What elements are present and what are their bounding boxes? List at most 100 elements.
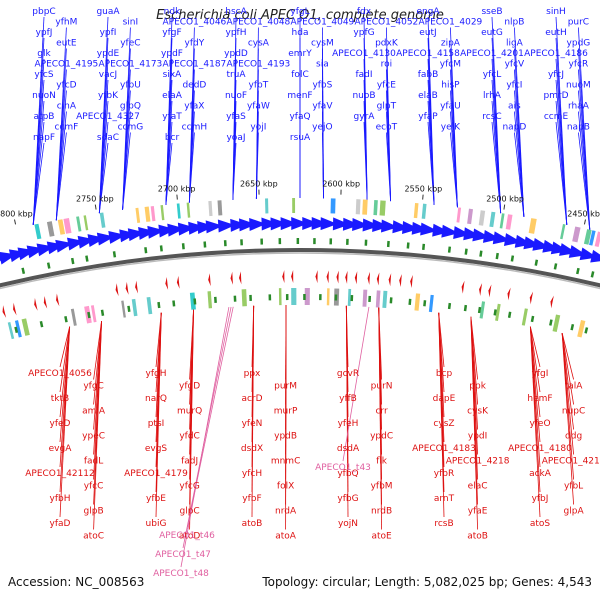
ruler-label: 2700 kbp: [158, 185, 196, 194]
rna-tick-reverse: [463, 304, 468, 312]
reverse-gene-label: glpB: [84, 507, 104, 517]
cog-block-forward: [99, 212, 106, 228]
forward-gene-arrow: [311, 217, 329, 231]
reverse-gene-label: yfbM: [371, 482, 393, 492]
rna-tick-reverse: [193, 298, 197, 305]
rna-tick-forward: [159, 245, 163, 252]
forward-gene-label: engA: [416, 7, 440, 17]
reverse-gene-label: cysK: [467, 407, 489, 417]
forward-gene-label: napB: [567, 123, 590, 133]
forward-gene-arrow: [411, 221, 430, 235]
forward-gene-label: yfcS: [34, 70, 53, 80]
forward-gene-arrow: [205, 220, 224, 234]
cog-block-forward: [135, 207, 141, 224]
cog-block-forward: [330, 198, 336, 214]
cog-block-reverse: [70, 308, 77, 326]
forward-gene-label: yfgF: [162, 28, 181, 38]
rna-tick-forward: [576, 267, 580, 275]
forward-gene-arrow: [270, 217, 288, 231]
forward-gene-label: ecoT: [376, 123, 398, 133]
reverse-gene-arrow: [239, 271, 242, 285]
reverse-gene-arrow: [13, 302, 17, 316]
reverse-gene-label: nrdA: [275, 507, 297, 517]
forward-gene-label: yfbU: [120, 81, 141, 91]
cog-block-forward: [583, 229, 592, 245]
cog-block-forward: [560, 224, 566, 240]
reverse-gene-label: yfcG: [179, 482, 199, 492]
rna-tick-forward: [46, 262, 51, 269]
forward-gene-label: ypfG: [353, 28, 374, 38]
cog-block-reverse: [414, 293, 421, 311]
rna-tick-reverse: [14, 326, 19, 334]
forward-gene-label: sinI: [123, 18, 139, 28]
forward-gene-label: purC: [568, 18, 589, 28]
reverse-gene-label: atoB: [242, 519, 263, 529]
forward-gene-label: pmrD: [543, 91, 568, 101]
forward-gene-label: APECO1_4201: [460, 49, 524, 59]
forward-gene-leader-line: [578, 132, 591, 230]
reverse-gene-label: fadL: [84, 457, 103, 467]
reverse-gene-label: evgS: [145, 444, 168, 454]
reverse-gene-label: hemF: [527, 394, 552, 404]
forward-gene-leader-line: [55, 132, 67, 221]
reverse-gene-label: yfeH: [338, 419, 359, 429]
cog-block-reverse: [121, 300, 126, 318]
cog-block-reverse: [326, 288, 330, 306]
forward-gene-label: APECO1_4195: [35, 60, 99, 70]
forward-gene-arrow: [342, 217, 361, 231]
forward-gene-label: glk: [37, 49, 51, 59]
reverse-gene-label: yfeO: [529, 419, 550, 429]
reverse-gene-label: ypeC: [82, 432, 105, 442]
reverse-gene-arrow: [230, 271, 233, 285]
forward-gene-label: nlpB: [504, 18, 524, 28]
reverse-gene-label: yfbF: [242, 494, 261, 504]
forward-gene-arrow: [441, 224, 459, 238]
cog-block-forward: [186, 202, 191, 218]
reverse-gene-label: flk: [376, 457, 388, 467]
forward-gene-label: ypdE: [97, 49, 120, 59]
cog-block-forward: [594, 231, 600, 248]
forward-gene-label: vacJ: [99, 70, 117, 80]
reverse-gene-leader-line: [155, 312, 162, 518]
rna-tick-reverse: [127, 305, 131, 312]
forward-gene-label: yfcR: [569, 60, 589, 70]
reverse-gene-label: purM: [274, 382, 297, 392]
reverse-gene-arrow: [326, 270, 329, 284]
ruler-label: 2750 kbp: [76, 195, 114, 204]
rna-gene-label: APECO1_t46: [159, 531, 215, 541]
forward-gene-label: elaA: [162, 91, 183, 101]
ruler-tick: [14, 219, 17, 225]
forward-gene-label: yfaX: [184, 102, 204, 112]
reverse-gene-leader-line: [529, 326, 541, 368]
reverse-gene-arrow: [43, 295, 48, 309]
reverse-gene-label: amiA: [82, 407, 106, 417]
reverse-gene-label: dsdX: [241, 444, 263, 454]
reverse-gene-arrow: [208, 273, 211, 287]
rna-tick-forward: [21, 267, 26, 275]
reverse-gene-label: yfbL: [564, 482, 583, 492]
forward-gene-arrow: [332, 217, 350, 231]
cog-block-forward: [362, 199, 368, 215]
forward-gene-label: ndk: [164, 7, 181, 17]
reverse-gene-label: atoE: [371, 532, 392, 542]
reverse-gene-leader-line: [251, 305, 255, 518]
forward-gene-arrow: [372, 219, 390, 232]
forward-gene-leader-line: [55, 111, 67, 221]
reverse-gene-arrow: [388, 273, 392, 287]
ruler-label: 2500 kbp: [486, 195, 524, 204]
cog-block-reverse: [90, 305, 97, 323]
reverse-gene-arrow: [315, 270, 318, 284]
forward-gene-label: yfcI: [506, 81, 522, 91]
rna-tick-forward: [181, 243, 185, 250]
rna-tick-reverse: [100, 309, 105, 316]
reverse-gene-label: dsdA: [337, 444, 360, 454]
forward-gene-label: yfeC: [120, 39, 140, 49]
forward-gene-label: yfhM: [55, 18, 77, 28]
reverse-gene-label: yfgI: [532, 369, 549, 379]
reverse-gene-label: elaC: [468, 482, 488, 492]
ruler-label: 2650 kbp: [240, 180, 278, 189]
ruler-label: 2450 kbp: [567, 210, 600, 219]
forward-gene-label: yfgL: [290, 7, 309, 17]
reverse-gene-arrow: [354, 271, 358, 285]
reverse-gene-label: APECO1_4180: [508, 444, 572, 454]
